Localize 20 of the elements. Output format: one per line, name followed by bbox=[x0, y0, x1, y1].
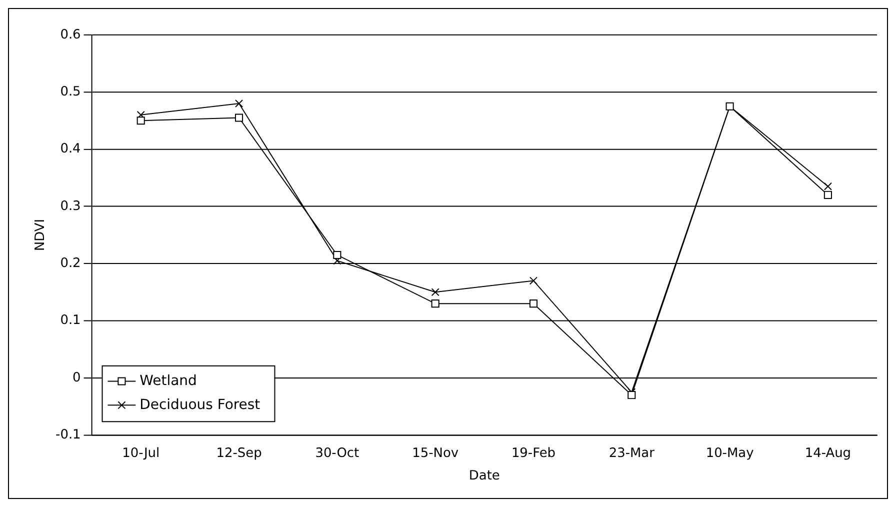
y-tick-label: 0.5 bbox=[60, 84, 81, 100]
y-tick-label: -0.1 bbox=[56, 427, 81, 442]
x-tick-label: 19-Feb bbox=[511, 446, 556, 462]
x-tick-label: 30-Oct bbox=[315, 446, 360, 462]
y-tick-label: 0 bbox=[72, 370, 81, 386]
x-tick-label: 23-Mar bbox=[608, 446, 656, 462]
x-tick-label: 12-Sep bbox=[216, 446, 262, 462]
y-tick-label: 0.1 bbox=[60, 313, 81, 328]
x-axis-title: Date bbox=[468, 468, 500, 484]
x-tick-label: 10-Jul bbox=[122, 446, 160, 462]
legend-label: Wetland bbox=[140, 372, 197, 389]
y-tick-label: 0.6 bbox=[60, 27, 81, 42]
y-tick-label: 0.4 bbox=[60, 142, 81, 157]
y-axis-title: NDVI bbox=[33, 218, 48, 252]
x-tick-label: 14-Aug bbox=[804, 446, 852, 462]
y-tick-label: 0.3 bbox=[60, 198, 81, 214]
x-tick-label: 15-Nov bbox=[412, 446, 459, 462]
x-tick-label: 10-May bbox=[706, 446, 754, 462]
y-tick-label: 0.2 bbox=[60, 256, 81, 271]
legend-label: Deciduous Forest bbox=[140, 396, 261, 413]
